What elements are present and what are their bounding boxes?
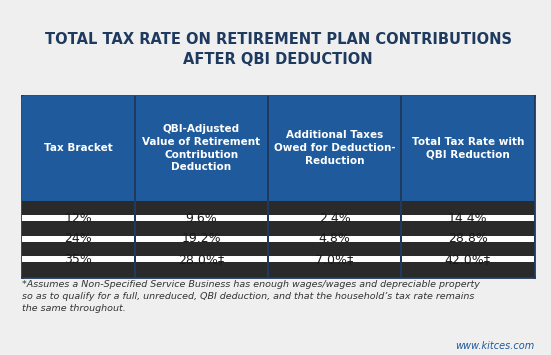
Text: 2.4%: 2.4%: [318, 212, 350, 225]
Text: Additional Taxes
Owed for Deduction-
Reduction: Additional Taxes Owed for Deduction- Red…: [274, 130, 396, 166]
Text: 28.0%‡: 28.0%‡: [179, 253, 224, 266]
Text: 7.0%‡: 7.0%‡: [315, 253, 354, 266]
Text: QBI-Adjusted
Value of Retirement
Contribution
Deduction: QBI-Adjusted Value of Retirement Contrib…: [142, 124, 261, 173]
Text: Total Tax Rate with
QBI Reduction: Total Tax Rate with QBI Reduction: [412, 137, 524, 160]
Text: *Assumes a Non-Specified Service Business has enough wages/wages and depreciable: *Assumes a Non-Specified Service Busines…: [22, 280, 480, 313]
Text: 19.2%: 19.2%: [182, 232, 221, 245]
Text: TOTAL TAX RATE ON RETIREMENT PLAN CONTRIBUTIONS
AFTER QBI DEDUCTION: TOTAL TAX RATE ON RETIREMENT PLAN CONTRI…: [45, 32, 512, 67]
Text: www.kitces.com: www.kitces.com: [455, 342, 534, 351]
Text: 42.0%‡: 42.0%‡: [445, 253, 491, 266]
Text: Tax Bracket: Tax Bracket: [44, 143, 113, 153]
Text: 28.8%: 28.8%: [448, 232, 488, 245]
Text: 9.6%: 9.6%: [186, 212, 217, 225]
Text: 24%: 24%: [64, 232, 92, 245]
Text: 14.4%: 14.4%: [448, 212, 488, 225]
Text: 4.8%: 4.8%: [318, 232, 350, 245]
Text: 12%: 12%: [64, 212, 92, 225]
Text: 35%: 35%: [64, 253, 93, 266]
